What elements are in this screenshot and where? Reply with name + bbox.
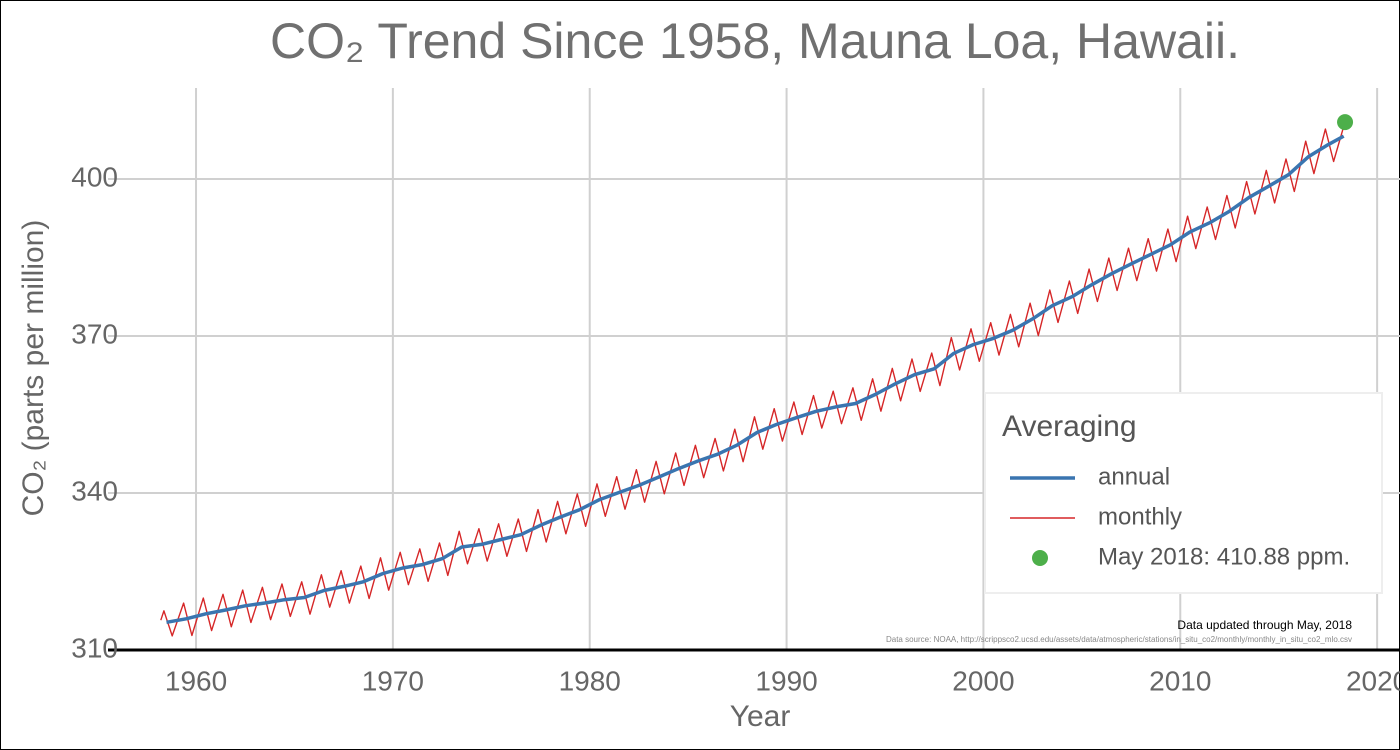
x-tick-label: 2020 <box>1346 665 1400 696</box>
y-tick-label: 370 <box>71 318 118 349</box>
legend-symbol <box>1032 550 1048 566</box>
point <box>1337 114 1354 131</box>
y-tick-label: 340 <box>71 475 118 506</box>
x-tick-label: 1960 <box>165 665 227 696</box>
legend-box <box>984 392 1383 594</box>
y-axis-title: CO₂ (parts per million) <box>17 220 50 517</box>
x-axis-title: Year <box>730 700 791 733</box>
x-tick-label: 1990 <box>755 665 817 696</box>
chart-title: CO₂ Trend Since 1958, Mauna Loa, Hawaii. <box>270 13 1240 69</box>
y-tick-label: 310 <box>71 632 118 663</box>
y-tick-label: 400 <box>71 161 118 192</box>
line-series <box>166 134 1345 625</box>
x-tick-label: 1980 <box>559 665 621 696</box>
legend-label: annual <box>1098 463 1170 490</box>
source-note: Data source: NOAA, http://scrippsco2.ucs… <box>886 635 1352 644</box>
legend: Averaging annual monthly May 2018: 410.88 … <box>984 392 1383 594</box>
legend-title: Averaging <box>1002 410 1137 443</box>
x-tick-label: 1970 <box>362 665 424 696</box>
plot <box>160 114 1354 637</box>
legend-label: monthly <box>1098 503 1182 530</box>
legend-label: May 2018: 410.88 ppm. <box>1098 543 1350 570</box>
annotation: Data updated through May, 2018 <box>1177 618 1352 632</box>
x-tick-label: 2010 <box>1149 665 1211 696</box>
x-tick-label: 2000 <box>952 665 1014 696</box>
